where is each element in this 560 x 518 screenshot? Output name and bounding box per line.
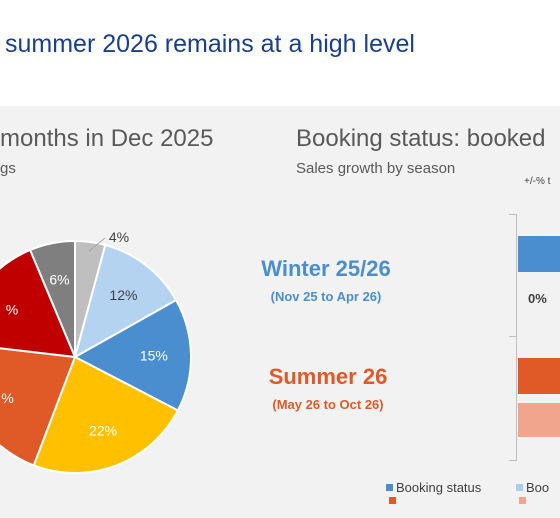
legend-swatch-summer <box>389 497 396 504</box>
pie-leader-line <box>88 237 106 252</box>
left-chart-title: months in Dec 2025 <box>0 125 214 152</box>
summer-bar-light <box>518 403 560 437</box>
pie-slice-2 <box>72 298 192 412</box>
legend-swatch-booking <box>386 484 393 491</box>
left-chart-subtitle: gs <box>0 160 16 177</box>
pie-label-2: 15% <box>140 348 168 364</box>
pie-label-5: % <box>6 302 18 318</box>
pie-slice-5 <box>0 248 77 359</box>
legend-label-booking: Booking status <box>396 480 482 495</box>
legend-item-second: Boo <box>516 480 549 495</box>
season-summer-title: Summer 26 <box>268 364 388 389</box>
right-chart-subtitle: Sales growth by season <box>296 160 456 177</box>
axis-tick-bottom <box>509 460 517 461</box>
axis-note: +/-% t <box>524 176 551 187</box>
summer-bar <box>518 358 560 394</box>
legend-item-booking: Booking status <box>386 480 481 495</box>
pie-label-1: 12% <box>109 287 137 303</box>
pie-label-3: 22% <box>89 423 117 439</box>
pie-label-6: 6% <box>49 272 69 288</box>
pie-slice-6 <box>28 239 76 358</box>
pie-slice-1 <box>73 243 178 360</box>
legend-swatch-second <box>516 484 523 491</box>
axis-bracket <box>516 214 517 460</box>
pie-slice-4 <box>0 347 77 467</box>
right-chart-title: Booking status: booked <box>296 125 546 152</box>
axis-tick-top <box>509 214 517 215</box>
season-winter-range: (Nov 25 to Apr 26) <box>270 289 382 304</box>
axis-tick-mid <box>509 336 517 337</box>
season-winter-title: Winter 25/26 <box>261 256 391 281</box>
header-band: summer 2026 remains at a high level <box>0 0 560 106</box>
pie-slice-3 <box>32 355 180 474</box>
legend-label-second: Boo <box>526 480 550 495</box>
season-summer-range: (May 26 to Oct 26) <box>272 397 384 412</box>
winter-bar <box>518 236 560 272</box>
zero-label: 0% <box>528 291 547 306</box>
pie-label-4: % <box>1 390 13 406</box>
legend-swatch-summer-light <box>519 497 526 504</box>
pie-label-0: 4% <box>109 229 129 245</box>
page-title: summer 2026 remains at a high level <box>5 30 415 58</box>
